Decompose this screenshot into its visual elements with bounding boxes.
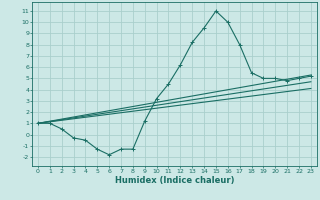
X-axis label: Humidex (Indice chaleur): Humidex (Indice chaleur) xyxy=(115,176,234,185)
